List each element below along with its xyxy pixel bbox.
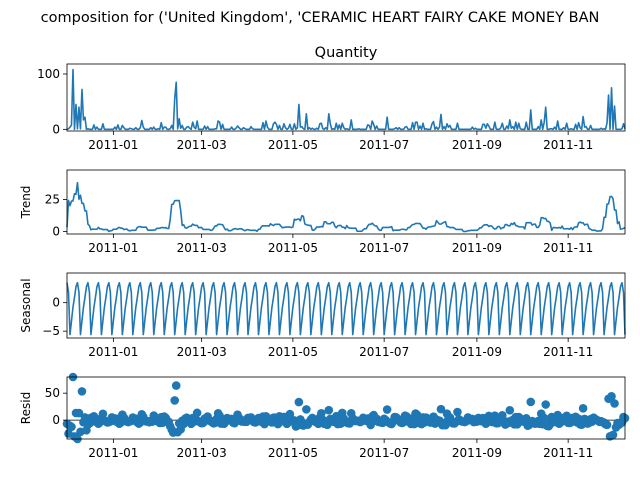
resid-point (498, 411, 507, 420)
resid-point (541, 400, 551, 409)
x-tick-label: 2011-09 (452, 138, 502, 152)
y-axis-label: Trend (19, 186, 33, 220)
series-line (66, 181, 626, 233)
x-tick-label: 2011-05 (268, 345, 318, 359)
resid-point (607, 391, 616, 401)
panel-4: Resid 0 50 2011-01 2011-03 2011-05 2011-07 2011… (19, 372, 630, 460)
axes-frame (66, 169, 626, 235)
resid-point (610, 399, 619, 408)
resid-point (170, 396, 180, 405)
x-tick-label: 2011-07 (359, 345, 409, 359)
x-tick-label: 2011-05 (268, 138, 318, 152)
x-tick-label: 2011-05 (268, 241, 318, 255)
x-tick-label: 2011-11 (543, 345, 593, 359)
figure-suptitle: composition for ('United Kingdom', 'CERA… (41, 10, 600, 26)
resid-point (67, 422, 76, 432)
y-axis-label: Resid (19, 392, 33, 424)
x-tick-label: 2011-01 (88, 446, 138, 460)
x-tick-label: 2011-03 (177, 138, 227, 152)
resid-point (526, 397, 536, 407)
resid-point (74, 408, 84, 418)
y-tick-label: 100 (37, 67, 60, 81)
axes-frame (66, 376, 626, 440)
series-line (66, 68, 626, 131)
y-axis-label: Seasonal (19, 278, 33, 332)
resid-point (317, 408, 326, 418)
resid-point (192, 408, 202, 418)
x-tick-label: 2011-05 (268, 446, 318, 460)
y-tick-label: 25 (45, 192, 60, 206)
resid-point (608, 430, 618, 440)
resid-point (77, 387, 87, 396)
x-tick-label: 2011-07 (359, 241, 409, 255)
resid-point (302, 405, 311, 414)
resid-point (324, 405, 334, 415)
series-line (66, 281, 626, 336)
x-tick-label: 2011-11 (543, 138, 593, 152)
x-tick-label: 2011-11 (543, 446, 593, 460)
x-tick-label: 2011-03 (177, 345, 227, 359)
resid-point (539, 413, 549, 423)
x-tick-label: 2011-09 (452, 446, 502, 460)
resid-point (578, 404, 588, 413)
y-tick-label: 0 (52, 296, 60, 310)
y-tick-label: −5 (42, 324, 60, 338)
y-tick-label: 0 (52, 224, 60, 238)
x-tick-label: 2011-03 (177, 241, 227, 255)
resid-point (602, 420, 612, 430)
resid-point (436, 404, 446, 414)
y-tick-label: 50 (45, 386, 60, 400)
panel-title: Quantity (315, 45, 378, 61)
panels: Quantity 0 100 2011-01 2011-03 2011-05 2011-07… (19, 45, 630, 460)
axes-frame (66, 63, 626, 132)
resid-point (171, 381, 181, 390)
x-tick-label: 2011-11 (543, 241, 593, 255)
resid-point (453, 407, 462, 417)
x-tick-label: 2011-03 (177, 446, 227, 460)
x-tick-label: 2011-07 (359, 138, 409, 152)
resid-point (98, 409, 108, 419)
x-tick-label: 2011-01 (88, 345, 138, 359)
panel-2: Trend 0 25 2011-01 2011-03 2011-05 2011-07 2011… (19, 169, 626, 255)
x-tick-label: 2011-09 (452, 345, 502, 359)
panel-3: Seasonal −5 0 2011-01 2011-03 2011-05 2011-07 2… (19, 272, 626, 359)
x-tick-label: 2011-07 (359, 446, 409, 460)
resid-point (382, 405, 392, 414)
y-tick-label: 0 (52, 413, 60, 427)
panel-1: Quantity 0 100 2011-01 2011-03 2011-05 2011-07… (37, 45, 626, 152)
x-tick-label: 2011-01 (88, 241, 138, 255)
y-tick-label: 0 (52, 122, 60, 136)
resid-point (505, 406, 515, 415)
x-tick-label: 2011-01 (88, 138, 138, 152)
x-tick-label: 2011-09 (452, 241, 502, 255)
axes-frame (66, 272, 626, 339)
resid-point (294, 397, 304, 407)
